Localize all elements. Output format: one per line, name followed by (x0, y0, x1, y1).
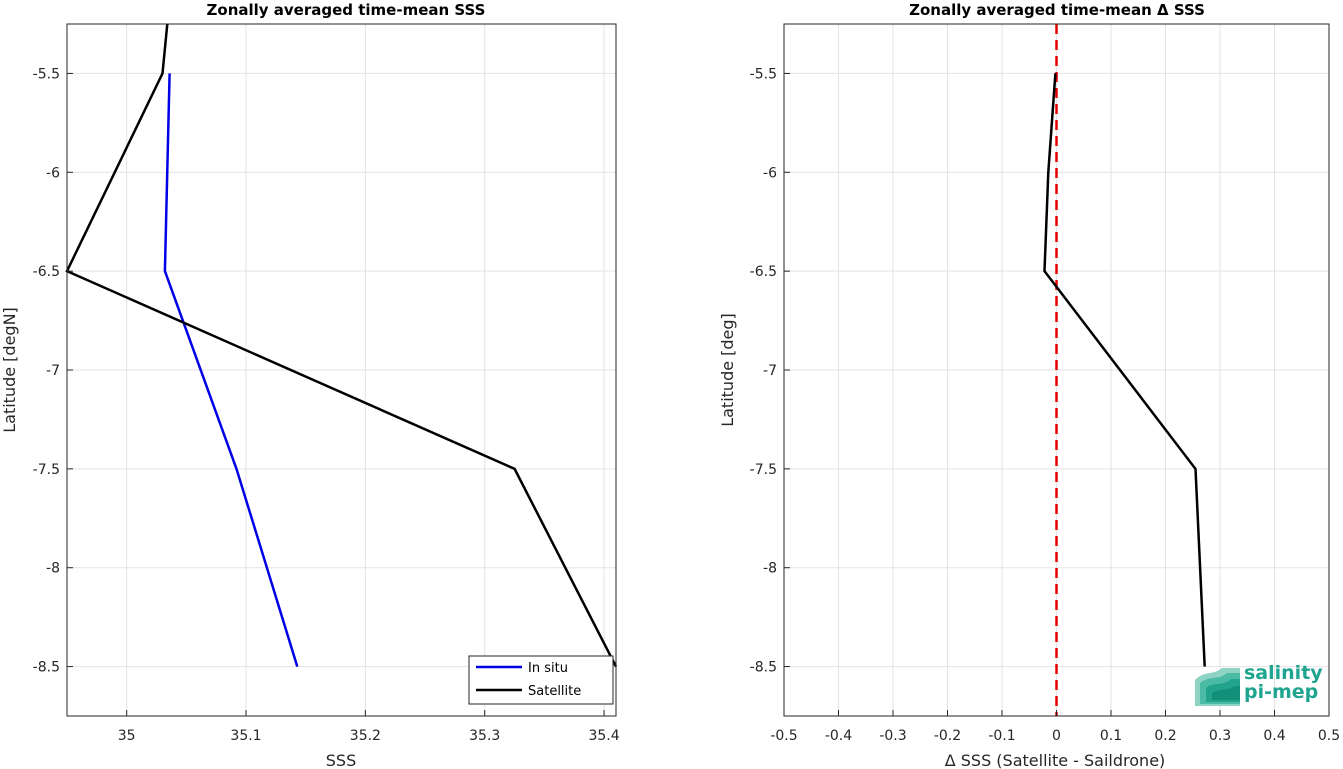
sss-y-axis-label: Latitude [degN] (0, 307, 19, 433)
sss-x-axis-label: SSS (326, 751, 356, 769)
sss-y-tick-label: -8 (46, 561, 60, 577)
delta-sss-y-tick-label: -7 (763, 363, 777, 379)
delta-sss-x-tick-label: -0.5 (770, 728, 797, 744)
sss-y-tick-label: -7 (46, 363, 60, 379)
delta-sss-x-tick-label: 0.3 (1209, 728, 1231, 744)
delta-sss-y-tick-label: -8 (763, 561, 777, 577)
salinity-pi-mep-logo: salinity pi-mep (1195, 662, 1323, 706)
wave-layers-icon (1195, 668, 1240, 706)
delta-sss-x-tick-label: -0.2 (934, 728, 961, 744)
delta-sss-series (1043, 24, 1206, 716)
sss-x-tick-label: 35.3 (469, 728, 500, 744)
sss-y-tick-label: -5.5 (33, 66, 60, 82)
sss-grid (67, 24, 616, 716)
delta-sss-y-tick-label: -6 (763, 165, 777, 181)
delta-sss-x-tick-label: -0.4 (825, 728, 852, 744)
sss-panel: Zonally averaged time-mean SSS 35 35.1 35.… (0, 1, 620, 769)
sss-x-tick-label: 35 (118, 728, 136, 744)
sss-x-tick-label: 35.1 (230, 728, 261, 744)
delta-sss-y-axis-label: Latitude [deg] (718, 313, 737, 427)
delta-sss-x-tick-label: 0.2 (1154, 728, 1176, 744)
legend-in-situ-label: In situ (528, 661, 568, 676)
sss-series-line-in-situ (163, 73, 299, 667)
sss-y-tick-label: -6.5 (33, 264, 60, 280)
legend-box (468, 655, 614, 705)
sss-x-tick-label: 35.2 (350, 728, 381, 744)
sss-series (65, 23, 618, 668)
delta-sss-y-tick-label: -6.5 (750, 264, 777, 280)
sss-y-tick-label: -8.5 (33, 660, 60, 676)
delta-sss-x-tick-label: 0.1 (1100, 728, 1122, 744)
sss-chart-title: Zonally averaged time-mean SSS (207, 1, 486, 19)
sss-x-tick-label: 35.4 (588, 728, 619, 744)
delta-sss-x-tick-label: -0.3 (879, 728, 906, 744)
delta-sss-x-tick-label: -0.1 (988, 728, 1015, 744)
sss-legend: In situ Satellite (468, 655, 614, 705)
delta-sss-x-axis-label: Δ SSS (Satellite - Saildrone) (945, 751, 1166, 769)
delta-sss-series-line-delta (1043, 73, 1206, 667)
delta-sss-x-tick-label: 0 (1052, 728, 1061, 744)
sss-tick-labels: 35 35.1 35.2 35.3 35.4 -5.5 -6 -6.5 -7 -7.5 -8 -8.5 (33, 66, 620, 744)
delta-sss-y-tick-label: -5.5 (750, 66, 777, 82)
legend-satellite-label: Satellite (528, 684, 581, 699)
logo-text-pi-mep: pi-mep (1244, 681, 1318, 703)
delta-sss-tick-labels: -0.5 -0.4 -0.3 -0.2 -0.1 0 0.1 0.2 0.3 0.4 0.5 -5.5… (750, 66, 1340, 744)
delta-sss-panel: Zonally averaged time-mean Δ SSS -0.5 -0.… (718, 1, 1340, 769)
delta-sss-y-tick-label: -8.5 (750, 660, 777, 676)
sss-y-tick-label: -6 (46, 165, 60, 181)
logo-text-salinity: salinity (1244, 662, 1323, 684)
delta-sss-y-tick-label: -7.5 (750, 462, 777, 478)
delta-sss-x-tick-label: 0.4 (1263, 728, 1285, 744)
delta-sss-chart-title: Zonally averaged time-mean Δ SSS (909, 1, 1205, 19)
sss-series-line-satellite (65, 23, 618, 668)
sss-y-tick-label: -7.5 (33, 462, 60, 478)
delta-sss-x-tick-label: 0.5 (1318, 728, 1340, 744)
